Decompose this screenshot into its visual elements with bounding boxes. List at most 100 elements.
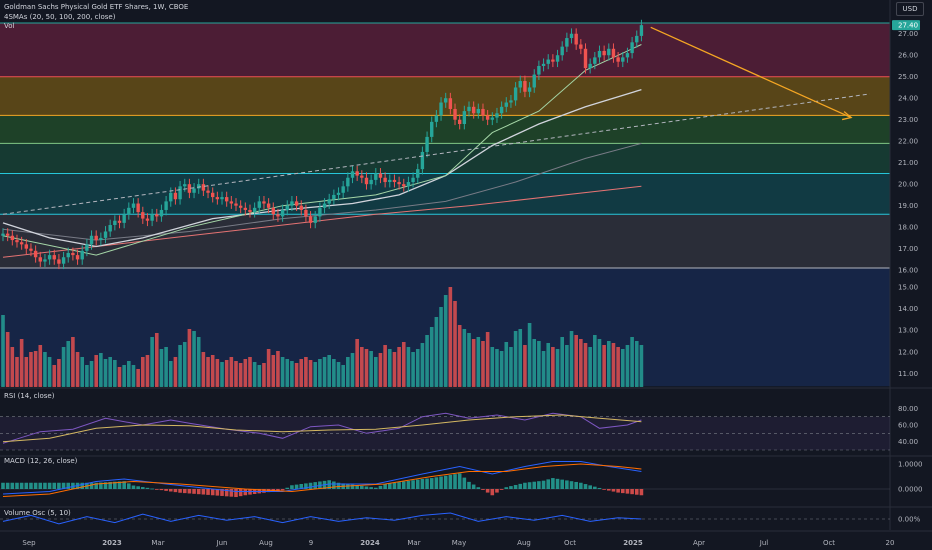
macd-histogram-bar: [196, 489, 201, 495]
volume-bar: [341, 365, 345, 387]
volume-bar: [490, 347, 495, 387]
candle-body: [346, 177, 350, 187]
candle-body: [280, 209, 285, 217]
candle-body: [457, 119, 462, 125]
volume-bar: [224, 360, 229, 387]
candle-body: [266, 203, 271, 208]
price-tag-label: 27.40: [898, 22, 918, 30]
volume-bar: [415, 349, 420, 387]
pane-bg-0: [0, 388, 890, 453]
candlesticks: [1, 19, 644, 270]
candle-body: [294, 201, 299, 206]
candle-body: [537, 65, 541, 75]
symbol-title[interactable]: Goldman Sachs Physical Gold ETF Shares, …: [4, 3, 189, 11]
candle-body: [425, 136, 429, 152]
macd-histogram-bar: [593, 486, 597, 489]
sma-legend[interactable]: 4SMAs (20, 50, 100, 200, close): [4, 13, 116, 21]
macd-histogram-bar: [99, 482, 103, 489]
macd-histogram-bar: [33, 482, 38, 489]
candle-body: [57, 259, 61, 264]
volume-bar: [127, 361, 131, 387]
macd-histogram-bar: [215, 489, 220, 496]
volume-bar: [182, 342, 187, 387]
candle-body: [392, 179, 397, 183]
macd-histogram-bar: [471, 484, 476, 489]
x-tick-label: Mar: [151, 539, 164, 547]
volume-bar: [210, 355, 215, 387]
macd-histogram-bar: [122, 481, 126, 489]
volosc-line: [2, 512, 642, 525]
x-tick-label: May: [452, 539, 466, 547]
volume-legend[interactable]: Vol: [4, 22, 15, 30]
volume-bar: [467, 333, 471, 387]
y-tick-label: 23.00: [898, 116, 918, 124]
rsi-label[interactable]: RSI (14, close): [4, 392, 55, 400]
volume-bar: [47, 357, 52, 387]
candle-body: [332, 194, 336, 200]
macd-histogram-bar: [234, 489, 238, 498]
candle-body: [327, 199, 331, 204]
candle-body: [532, 74, 536, 88]
volume-bar: [485, 332, 490, 387]
macd-histogram-bar: [280, 489, 285, 491]
candle-body: [243, 207, 248, 210]
volume-bar: [443, 295, 448, 387]
macd-histogram-bar: [546, 479, 551, 489]
macd-histogram-bar: [579, 482, 583, 489]
volume-bar: [290, 361, 294, 387]
candle-body: [495, 113, 499, 118]
candle-body: [94, 235, 98, 241]
candle-body: [448, 98, 453, 109]
candle-body: [220, 197, 224, 200]
macd-tick-label: 0.0000: [898, 486, 923, 494]
volume-bar: [607, 341, 611, 387]
volume-bar: [509, 347, 513, 387]
forecast-arrow: [650, 26, 852, 119]
price-tag: [892, 20, 920, 31]
volume-bar: [257, 365, 262, 387]
y-tick-label: 12.00: [898, 348, 918, 356]
macd-histogram-bar: [43, 482, 47, 489]
macd-histogram-bar: [66, 482, 71, 489]
candle-body: [476, 108, 481, 114]
volume-bar: [346, 357, 350, 387]
x-tick-label: 2023: [102, 539, 122, 547]
volume-bar: [597, 339, 602, 387]
x-tick-label: Jul: [759, 539, 769, 547]
candle-body: [33, 250, 38, 258]
candle-body: [131, 203, 136, 208]
x-tick-label: Oct: [564, 539, 576, 547]
candle-body: [439, 102, 443, 116]
candle-body: [234, 203, 238, 206]
macd-histogram-bar: [29, 482, 33, 489]
macd-histogram-bar: [10, 482, 15, 489]
drawings[interactable]: [2, 26, 870, 215]
macd-histogram-bar: [154, 489, 159, 490]
candle-body: [402, 184, 406, 187]
macd-histogram-bar: [625, 489, 630, 494]
candle-body: [350, 171, 355, 178]
macd-label[interactable]: MACD (12, 26, close): [4, 457, 78, 465]
macd-histogram-bar: [19, 482, 24, 489]
macd-histogram-bar: [397, 482, 401, 489]
candle-body: [341, 186, 345, 193]
volume-bar: [113, 360, 117, 387]
volume-bar: [579, 339, 583, 387]
zone-0: [0, 23, 890, 77]
x-tick-label: Aug: [517, 539, 531, 547]
volosc-label[interactable]: Volume Osc (5, 10): [4, 509, 71, 517]
candle-body: [24, 244, 28, 249]
candle-body: [551, 59, 555, 62]
volume-bar: [71, 337, 75, 387]
volume-bar: [173, 357, 178, 387]
candle-body: [183, 184, 187, 187]
macd-histogram-bar: [336, 482, 341, 489]
volume-bar: [150, 337, 154, 387]
y-tick-label: 14.00: [898, 305, 918, 313]
candle-body: [322, 203, 327, 208]
macd-histogram-bar: [89, 482, 94, 489]
candle-body: [355, 171, 359, 176]
candle-body: [80, 250, 84, 260]
currency-button[interactable]: USD: [896, 2, 924, 16]
